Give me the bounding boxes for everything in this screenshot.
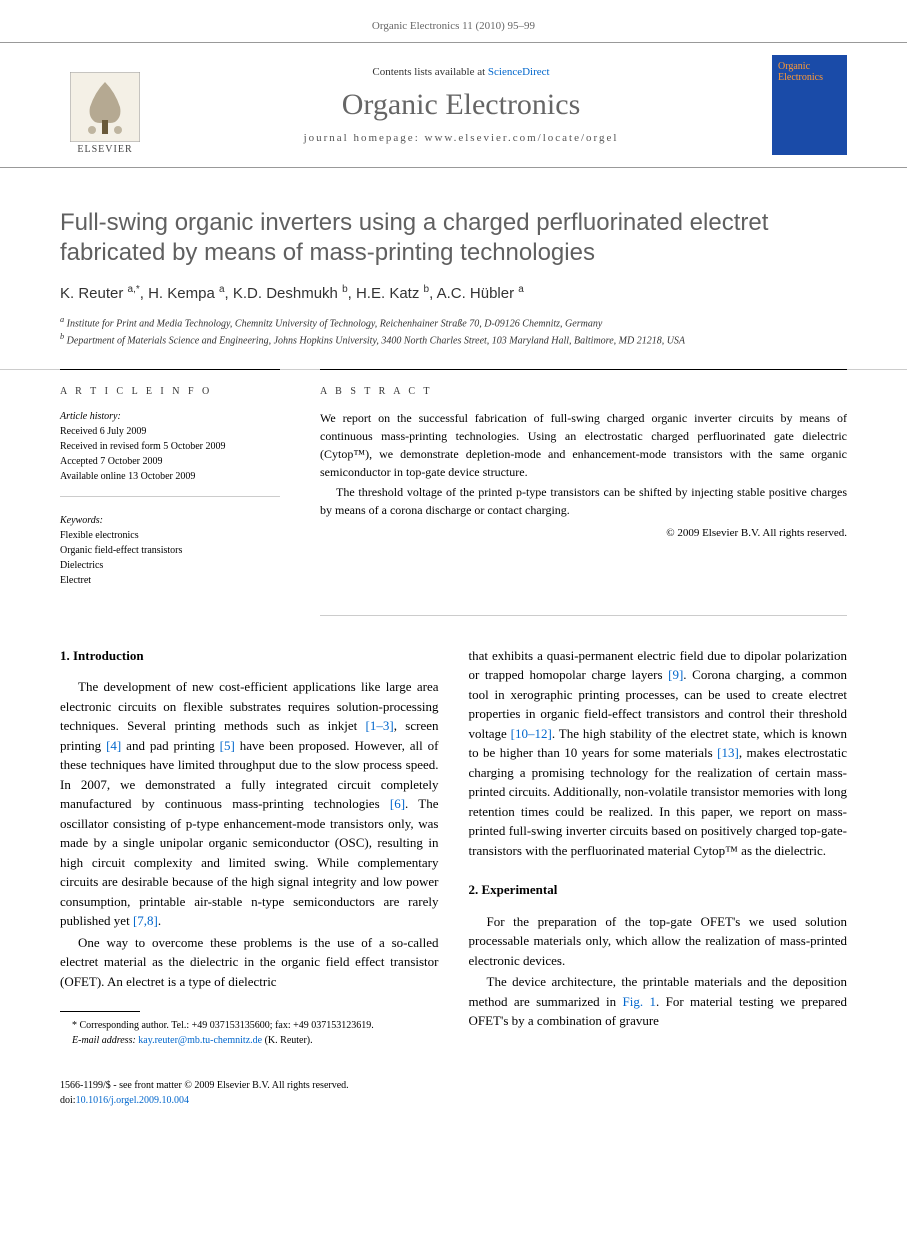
affiliations: a Institute for Print and Media Technolo… — [0, 314, 907, 369]
keyword-4: Electret — [60, 573, 280, 588]
ref-10-12[interactable]: [10–12] — [511, 726, 552, 741]
email-footnote: E-mail address: kay.reuter@mb.tu-chemnit… — [60, 1033, 439, 1048]
sciencedirect-link[interactable]: ScienceDirect — [488, 66, 550, 78]
body-column-right: that exhibits a quasi-permanent electric… — [469, 646, 848, 1049]
contents-available: Contents lists available at ScienceDirec… — [170, 66, 752, 78]
ref-7-8[interactable]: [7,8] — [133, 913, 158, 928]
history-label: Article history: — [60, 409, 280, 424]
article-history: Article history: Received 6 July 2009 Re… — [60, 409, 280, 497]
ref-5[interactable]: [5] — [220, 738, 235, 753]
abstract-p2: The threshold voltage of the printed p-t… — [320, 483, 847, 519]
experimental-p1: For the preparation of the top-gate OFET… — [469, 912, 848, 971]
ref-4[interactable]: [4] — [106, 738, 121, 753]
history-received: Received 6 July 2009 — [60, 424, 280, 439]
cover-title: Organic Electronics — [778, 61, 841, 83]
abstract-heading: A B S T R A C T — [320, 386, 847, 397]
footer-doi: doi:10.1016/j.orgel.2009.10.004 — [60, 1093, 847, 1108]
page-footer: 1566-1199/$ - see front matter © 2009 El… — [0, 1068, 907, 1138]
article-info: A R T I C L E I N F O Article history: R… — [60, 369, 280, 616]
history-accepted: Accepted 7 October 2009 — [60, 454, 280, 469]
contents-prefix: Contents lists available at — [372, 66, 487, 78]
intro-p2: One way to overcome these problems is th… — [60, 933, 439, 992]
publisher-logo: ELSEVIER — [60, 55, 150, 155]
email-label: E-mail address: — [72, 1035, 136, 1046]
ref-9[interactable]: [9] — [668, 667, 683, 682]
ref-1-3[interactable]: [1–3] — [366, 718, 394, 733]
abstract-text: We report on the successful fabrication … — [320, 409, 847, 542]
authors-line: K. Reuter a,*, H. Kempa a, K.D. Deshmukh… — [0, 284, 907, 314]
body-column-left: 1. Introduction The development of new c… — [60, 646, 439, 1049]
masthead-center: Contents lists available at ScienceDirec… — [170, 66, 752, 144]
keyword-1: Flexible electronics — [60, 528, 280, 543]
journal-name: Organic Electronics — [170, 88, 752, 122]
ref-6[interactable]: [6] — [390, 796, 405, 811]
history-revised: Received in revised form 5 October 2009 — [60, 439, 280, 454]
keyword-2: Organic field-effect transistors — [60, 543, 280, 558]
corresponding-author-footnote: * Corresponding author. Tel.: +49 037153… — [60, 1018, 439, 1033]
journal-homepage: journal homepage: www.elsevier.com/locat… — [170, 132, 752, 144]
keyword-3: Dielectrics — [60, 558, 280, 573]
abstract-copyright: © 2009 Elsevier B.V. All rights reserved… — [320, 525, 847, 542]
abstract-p1: We report on the successful fabrication … — [320, 409, 847, 481]
experimental-p2: The device architecture, the printable m… — [469, 972, 848, 1031]
intro-p2-continued: that exhibits a quasi-permanent electric… — [469, 646, 848, 861]
fig-1-link[interactable]: Fig. 1 — [623, 994, 656, 1009]
masthead: ELSEVIER Contents lists available at Sci… — [0, 42, 907, 168]
section-2-heading: 2. Experimental — [469, 880, 848, 900]
intro-p1: The development of new cost-efficient ap… — [60, 677, 439, 931]
author-email-link[interactable]: kay.reuter@mb.tu-chemnitz.de — [138, 1035, 262, 1046]
abstract-column: A B S T R A C T We report on the success… — [320, 369, 847, 616]
article-info-heading: A R T I C L E I N F O — [60, 386, 280, 397]
footnote-separator — [60, 1011, 140, 1012]
running-head: Organic Electronics 11 (2010) 95–99 — [0, 0, 907, 42]
elsevier-tree-icon — [70, 72, 140, 142]
doi-link[interactable]: 10.1016/j.orgel.2009.10.004 — [76, 1095, 189, 1106]
keywords-label: Keywords: — [60, 513, 280, 528]
keywords-block: Keywords: Flexible electronics Organic f… — [60, 513, 280, 600]
footer-copyright: 1566-1199/$ - see front matter © 2009 El… — [60, 1078, 847, 1093]
affiliation-b: b Department of Materials Science and En… — [60, 331, 847, 348]
section-1-heading: 1. Introduction — [60, 646, 439, 666]
article-title: Full-swing organic inverters using a cha… — [0, 168, 907, 284]
history-online: Available online 13 October 2009 — [60, 469, 280, 484]
affiliation-a: a Institute for Print and Media Technolo… — [60, 314, 847, 331]
email-suffix: (K. Reuter). — [262, 1035, 313, 1046]
ref-13[interactable]: [13] — [717, 745, 739, 760]
journal-cover: Organic Electronics — [772, 55, 847, 155]
publisher-name: ELSEVIER — [77, 144, 132, 155]
